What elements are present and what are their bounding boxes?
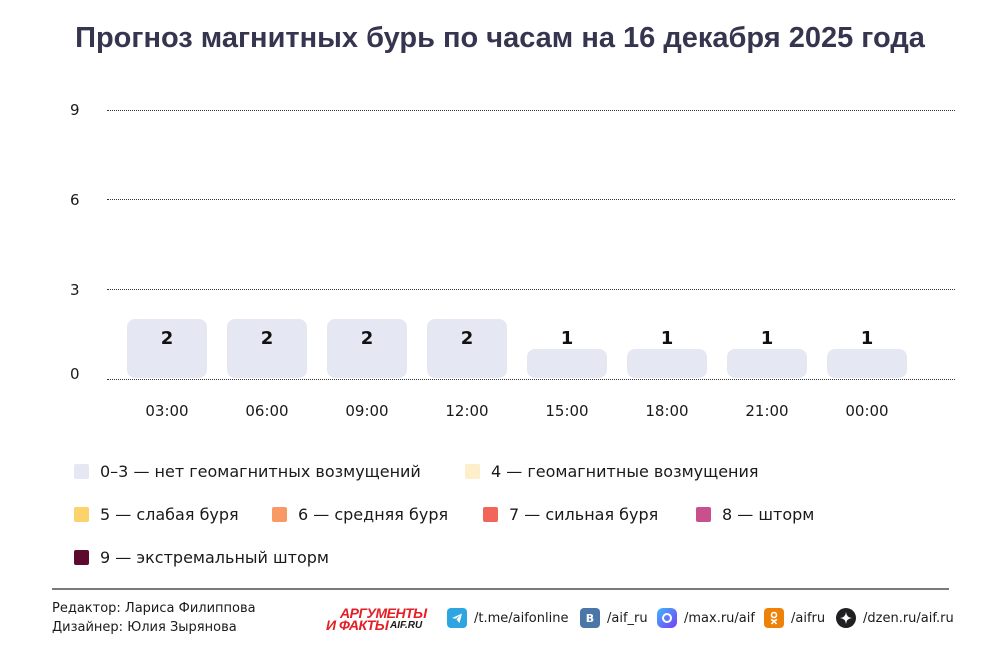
social-link-telegram[interactable]: /t.me/aifonline — [447, 608, 568, 628]
social-label: /aifru — [791, 610, 826, 626]
legend-item-4: 4 — геомагнитные возмущения — [465, 462, 759, 481]
vk-icon: B — [580, 608, 600, 628]
logo-site: AIF.RU — [390, 620, 423, 631]
legend-item-0-3: 0–3 — нет геомагнитных возмущений — [74, 462, 421, 481]
legend-item-6: 6 — средняя буря — [272, 505, 448, 524]
legend-label: 5 — слабая буря — [100, 505, 239, 524]
y-tick-9: 9 — [70, 101, 80, 119]
bar-1200 — [427, 319, 507, 378]
editor-credit: Редактор: Лариса Филиппова — [52, 601, 256, 616]
max-icon — [657, 608, 677, 628]
legend-swatch-icon — [74, 464, 89, 479]
legend-swatch-icon — [465, 464, 480, 479]
x-tick-0300: 03:00 — [145, 402, 189, 420]
legend-label: 7 — сильная буря — [509, 505, 659, 524]
bar-0000 — [827, 349, 907, 378]
gridline-3 — [107, 289, 955, 290]
legend-item-5: 5 — слабая буря — [74, 505, 239, 524]
legend-swatch-icon — [272, 507, 287, 522]
legend-item-7: 7 — сильная буря — [483, 505, 658, 524]
x-tick-1800: 18:00 — [645, 402, 689, 420]
dzen-icon — [836, 608, 856, 628]
y-tick-6: 6 — [70, 191, 80, 209]
social-label: /dzen.ru/aif.ru — [863, 610, 954, 626]
bar-0900 — [327, 319, 407, 378]
footer-divider — [52, 588, 949, 590]
odnoklassniki-icon — [764, 608, 784, 628]
social-link-vk[interactable]: B /aif_ru — [580, 608, 648, 628]
social-label: /aif_ru — [607, 610, 648, 626]
social-link-max[interactable]: /max.ru/aif — [657, 608, 755, 628]
x-tick-1500: 15:00 — [545, 402, 589, 420]
bar-0600 — [227, 319, 307, 378]
y-tick-3: 3 — [70, 281, 80, 299]
bar-1500 — [527, 349, 607, 378]
legend-label: 9 — экстремальный шторм — [100, 548, 329, 567]
bar-value-1500: 1 — [560, 328, 574, 349]
bar-chart: 9 6 3 0 2 03:00 2 06:00 2 09:00 2 12:00 … — [70, 101, 955, 420]
x-tick-1200: 12:00 — [445, 402, 489, 420]
telegram-icon — [447, 608, 467, 628]
bar-value-0000: 1 — [860, 328, 874, 349]
x-tick-0900: 09:00 — [345, 402, 389, 420]
legend-label: 4 — геомагнитные возмущения — [491, 462, 759, 481]
bar-1800 — [627, 349, 707, 378]
legend-item-8: 8 — шторм — [696, 505, 814, 524]
legend-swatch-icon — [74, 507, 89, 522]
logo-line2: И ФАКТЫ — [326, 617, 389, 633]
bar-0300 — [127, 319, 207, 378]
legend-swatch-icon — [483, 507, 498, 522]
social-link-odnoklassniki[interactable]: /aifru — [764, 608, 825, 628]
legend-swatch-icon — [696, 507, 711, 522]
gridline-9 — [107, 110, 955, 111]
bar-value-2100: 1 — [760, 328, 774, 349]
credits: Редактор: Лариса Филиппова Дизайнер: Юли… — [52, 599, 256, 637]
y-tick-0: 0 — [70, 365, 80, 383]
gridline-0 — [107, 379, 955, 380]
x-tick-0600: 06:00 — [245, 402, 289, 420]
aif-logo[interactable]: АРГУМЕНТЫ И ФАКТЫ AIF.RU — [326, 605, 434, 633]
logo-line1: АРГУМЕНТЫ — [340, 605, 427, 621]
legend-swatch-icon — [74, 550, 89, 565]
legend-label: 8 — шторм — [722, 505, 815, 524]
bar-value-1800: 1 — [660, 328, 674, 349]
legend-label: 0–3 — нет геомагнитных возмущений — [100, 462, 421, 481]
bar-2100 — [727, 349, 807, 378]
social-label: /t.me/aifonline — [474, 610, 569, 626]
bar-value-0900: 2 — [360, 328, 374, 349]
bar-value-0600: 2 — [260, 328, 274, 349]
legend-label: 6 — средняя буря — [298, 505, 449, 524]
x-tick-2100: 21:00 — [745, 402, 789, 420]
x-tick-0000: 00:00 — [845, 402, 889, 420]
social-link-dzen[interactable]: /dzen.ru/aif.ru — [836, 608, 954, 628]
chart-title: Прогноз магнитных бурь по часам на 16 де… — [75, 22, 925, 54]
bar-value-0300: 2 — [160, 328, 174, 349]
gridline-6 — [107, 199, 955, 200]
social-label: /max.ru/aif — [684, 610, 755, 626]
legend-item-9: 9 — экстремальный шторм — [74, 548, 329, 567]
designer-credit: Дизайнер: Юлия Зырянова — [52, 620, 237, 635]
bar-value-1200: 2 — [460, 328, 474, 349]
